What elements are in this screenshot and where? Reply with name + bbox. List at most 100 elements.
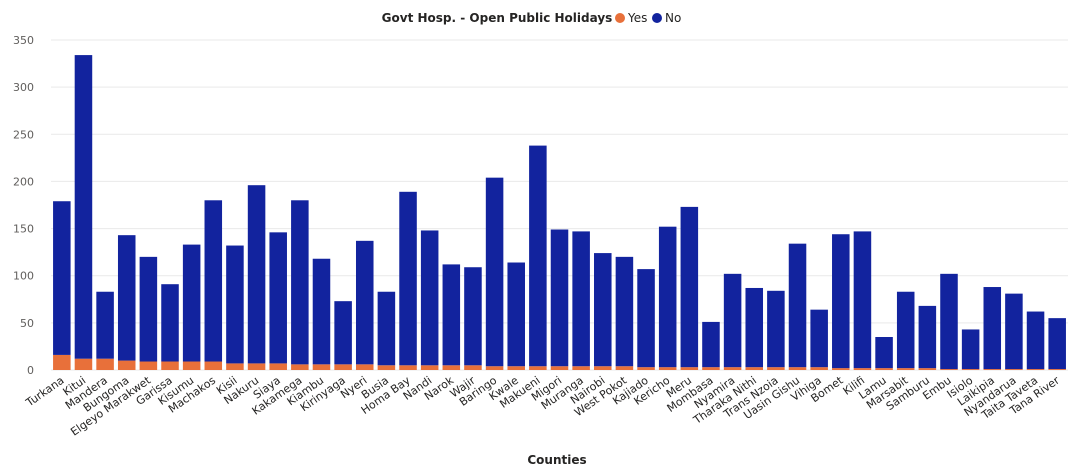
bar-segment-no-kiambu[interactable]	[312, 258, 331, 365]
bar-segment-no-laikipia[interactable]	[983, 287, 1002, 370]
bar-segment-yes-nyamira[interactable]	[723, 367, 742, 370]
bar-segment-yes-elgeyo-marakwet[interactable]	[139, 361, 158, 370]
bar-segment-no-nandi[interactable]	[420, 230, 439, 366]
bar-segment-no-uasin-gishu[interactable]	[788, 243, 807, 368]
y-tick-label: 250	[13, 128, 34, 141]
bar-segment-yes-bungoma[interactable]	[117, 360, 136, 370]
bar-segment-yes-kilifi[interactable]	[853, 368, 872, 370]
bar-segment-no-vihiga[interactable]	[810, 309, 828, 368]
bar-segment-yes-bomet[interactable]	[832, 368, 850, 370]
bar-segment-yes-kisii[interactable]	[226, 363, 244, 370]
bar-segment-no-tharaka-nithi[interactable]	[745, 287, 764, 368]
bar-segment-no-bungoma[interactable]	[117, 235, 136, 361]
bar-segment-no-baringo[interactable]	[485, 177, 504, 367]
bar-segment-no-migori[interactable]	[550, 229, 569, 367]
bar-segment-yes-machakos[interactable]	[204, 361, 223, 370]
bar-segment-yes-migori[interactable]	[550, 366, 569, 370]
bar-segment-yes-muranga[interactable]	[572, 366, 590, 370]
bar-segment-no-kericho[interactable]	[658, 226, 677, 368]
bar-segment-yes-embu[interactable]	[940, 369, 958, 370]
bar-segment-yes-siaya[interactable]	[269, 363, 287, 370]
bar-segment-no-homa-bay[interactable]	[399, 191, 417, 366]
bar-segment-yes-kiambu[interactable]	[312, 364, 331, 370]
bar-segment-no-kwale[interactable]	[507, 262, 525, 367]
bar-segment-no-kisii[interactable]	[226, 245, 244, 364]
bar-segment-yes-tana-river[interactable]	[1048, 369, 1066, 370]
bar-segment-no-garissa[interactable]	[161, 284, 179, 362]
bar-segment-yes-vihiga[interactable]	[810, 367, 828, 370]
bar-segment-no-narok[interactable]	[442, 264, 461, 366]
bar-segment-yes-kajiado[interactable]	[637, 367, 655, 370]
bar-segment-no-muranga[interactable]	[572, 231, 590, 367]
bar-segment-yes-mandera[interactable]	[96, 358, 114, 370]
bar-segment-yes-wajir[interactable]	[464, 365, 482, 370]
bar-segment-no-bomet[interactable]	[832, 234, 850, 369]
bar-segment-yes-west-pokot[interactable]	[615, 366, 634, 370]
bar-segment-yes-kisumu[interactable]	[182, 361, 201, 370]
legend-label-no: No	[665, 11, 681, 25]
bar-segment-no-busia[interactable]	[377, 291, 396, 366]
bar-segment-yes-nairobi[interactable]	[594, 366, 612, 370]
bar-segment-yes-turkana[interactable]	[53, 354, 71, 370]
bar-segment-no-lamu[interactable]	[875, 337, 893, 369]
bar-segment-yes-kitui[interactable]	[74, 358, 93, 370]
legend[interactable]: Yes No	[615, 11, 681, 25]
bar-segment-yes-tharaka-nithi[interactable]	[745, 367, 764, 370]
y-tick-label: 200	[13, 175, 34, 188]
bar-segment-no-machakos[interactable]	[204, 200, 223, 362]
bar-segment-yes-makueni[interactable]	[529, 366, 547, 370]
bar-segment-no-embu[interactable]	[940, 273, 958, 370]
bar-segment-no-turkana[interactable]	[53, 201, 71, 355]
bar-segment-yes-mombasa[interactable]	[702, 367, 720, 370]
bar-segment-yes-baringo[interactable]	[485, 366, 504, 370]
bar-segment-yes-nyandarua[interactable]	[1005, 369, 1023, 370]
bar-segment-no-nairobi[interactable]	[594, 253, 612, 367]
bar-segment-yes-kirinyaga[interactable]	[334, 364, 352, 370]
bar-segment-no-nakuru[interactable]	[247, 185, 266, 364]
bar-segment-yes-meru[interactable]	[680, 367, 699, 370]
bar-segment-no-kirinyaga[interactable]	[334, 301, 352, 365]
bar-segment-no-siaya[interactable]	[269, 232, 287, 364]
bar-segment-no-west-pokot[interactable]	[615, 256, 634, 367]
bar-segment-no-meru[interactable]	[680, 206, 699, 368]
bar-segment-yes-uasin-gishu[interactable]	[788, 367, 807, 370]
legend-marker-yes	[615, 13, 625, 23]
bar-segment-yes-busia[interactable]	[377, 365, 396, 370]
y-axis-ticks: 0 50 100 150 200 250 300 350	[13, 34, 34, 377]
bar-segment-no-elgeyo-marakwet[interactable]	[139, 256, 158, 362]
bar-segment-yes-nyeri[interactable]	[355, 364, 374, 370]
bar-segment-yes-kwale[interactable]	[507, 366, 525, 370]
bar-segment-no-makueni[interactable]	[529, 145, 547, 367]
bar-segment-no-tana-river[interactable]	[1048, 318, 1066, 370]
bar-segment-no-kilifi[interactable]	[853, 231, 872, 369]
bar-segment-no-nyamira[interactable]	[723, 273, 742, 368]
bar-segment-no-kitui[interactable]	[74, 55, 93, 359]
bar-segment-yes-trans-nzoia[interactable]	[767, 367, 785, 370]
bar-segment-yes-narok[interactable]	[442, 365, 461, 370]
bar-segment-yes-lamu[interactable]	[875, 368, 893, 370]
bar-segment-yes-kakamega[interactable]	[291, 364, 309, 370]
bar-segment-no-mandera[interactable]	[96, 291, 114, 359]
bar-segment-no-mombasa[interactable]	[702, 321, 720, 368]
bar-segment-no-kajiado[interactable]	[637, 269, 655, 368]
bar-segment-no-trans-nzoia[interactable]	[767, 290, 785, 368]
bar-segment-no-nyandarua[interactable]	[1005, 293, 1023, 370]
bar-segment-no-kisumu[interactable]	[182, 244, 201, 362]
bar-segment-yes-nakuru[interactable]	[247, 363, 266, 370]
bar-segment-yes-garissa[interactable]	[161, 361, 179, 370]
bar-segment-yes-homa-bay[interactable]	[399, 365, 417, 370]
bar-segment-no-wajir[interactable]	[464, 267, 482, 366]
bar-segment-no-taita-taveta[interactable]	[1026, 311, 1045, 370]
bar-segment-no-marsabit[interactable]	[896, 291, 915, 369]
bar-segment-no-nyeri[interactable]	[355, 240, 374, 365]
bar-segment-yes-kericho[interactable]	[658, 367, 677, 370]
bar-segment-no-isiolo[interactable]	[961, 329, 980, 370]
bar-segment-yes-taita-taveta[interactable]	[1026, 369, 1045, 370]
bar-segment-yes-nandi[interactable]	[420, 365, 439, 370]
bar-segment-yes-samburu[interactable]	[918, 368, 937, 370]
bar-segment-yes-marsabit[interactable]	[896, 368, 915, 370]
bar-segment-no-kakamega[interactable]	[291, 200, 309, 365]
bar-segment-no-samburu[interactable]	[918, 305, 937, 369]
bar-segment-yes-isiolo[interactable]	[961, 369, 980, 370]
bar-segment-yes-laikipia[interactable]	[983, 369, 1002, 370]
